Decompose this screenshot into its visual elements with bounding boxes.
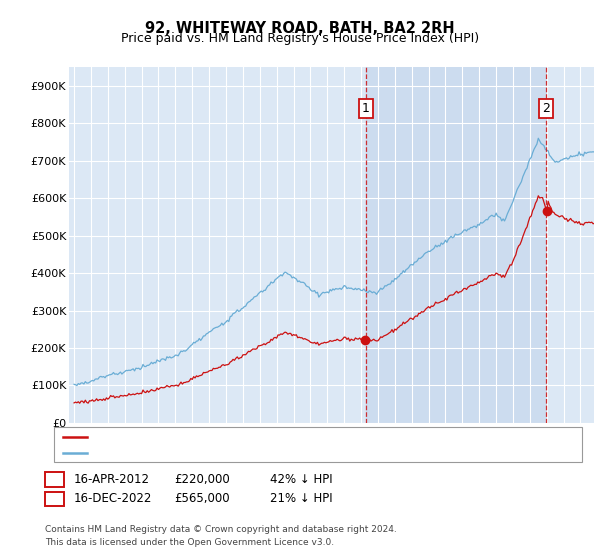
Text: Price paid vs. HM Land Registry's House Price Index (HPI): Price paid vs. HM Land Registry's House … (121, 32, 479, 45)
Text: 2: 2 (50, 492, 59, 506)
Text: £220,000: £220,000 (174, 473, 230, 486)
Text: 42% ↓ HPI: 42% ↓ HPI (270, 473, 332, 486)
Text: 1: 1 (50, 473, 59, 486)
Text: 16-DEC-2022: 16-DEC-2022 (73, 492, 152, 506)
Text: HPI: Average price, detached house, Bath and North East Somerset: HPI: Average price, detached house, Bath… (93, 449, 461, 458)
Text: 2: 2 (542, 102, 550, 115)
Text: 92, WHITEWAY ROAD, BATH, BA2 2RH: 92, WHITEWAY ROAD, BATH, BA2 2RH (145, 21, 455, 36)
Text: 21% ↓ HPI: 21% ↓ HPI (270, 492, 332, 506)
Text: 1: 1 (362, 102, 370, 115)
Text: 16-APR-2012: 16-APR-2012 (73, 473, 149, 486)
Bar (366, 67, 546, 423)
Text: Contains HM Land Registry data © Crown copyright and database right 2024.
This d: Contains HM Land Registry data © Crown c… (45, 525, 397, 547)
Text: 92, WHITEWAY ROAD, BATH, BA2 2RH (detached house): 92, WHITEWAY ROAD, BATH, BA2 2RH (detach… (93, 432, 398, 442)
Text: £565,000: £565,000 (174, 492, 230, 506)
